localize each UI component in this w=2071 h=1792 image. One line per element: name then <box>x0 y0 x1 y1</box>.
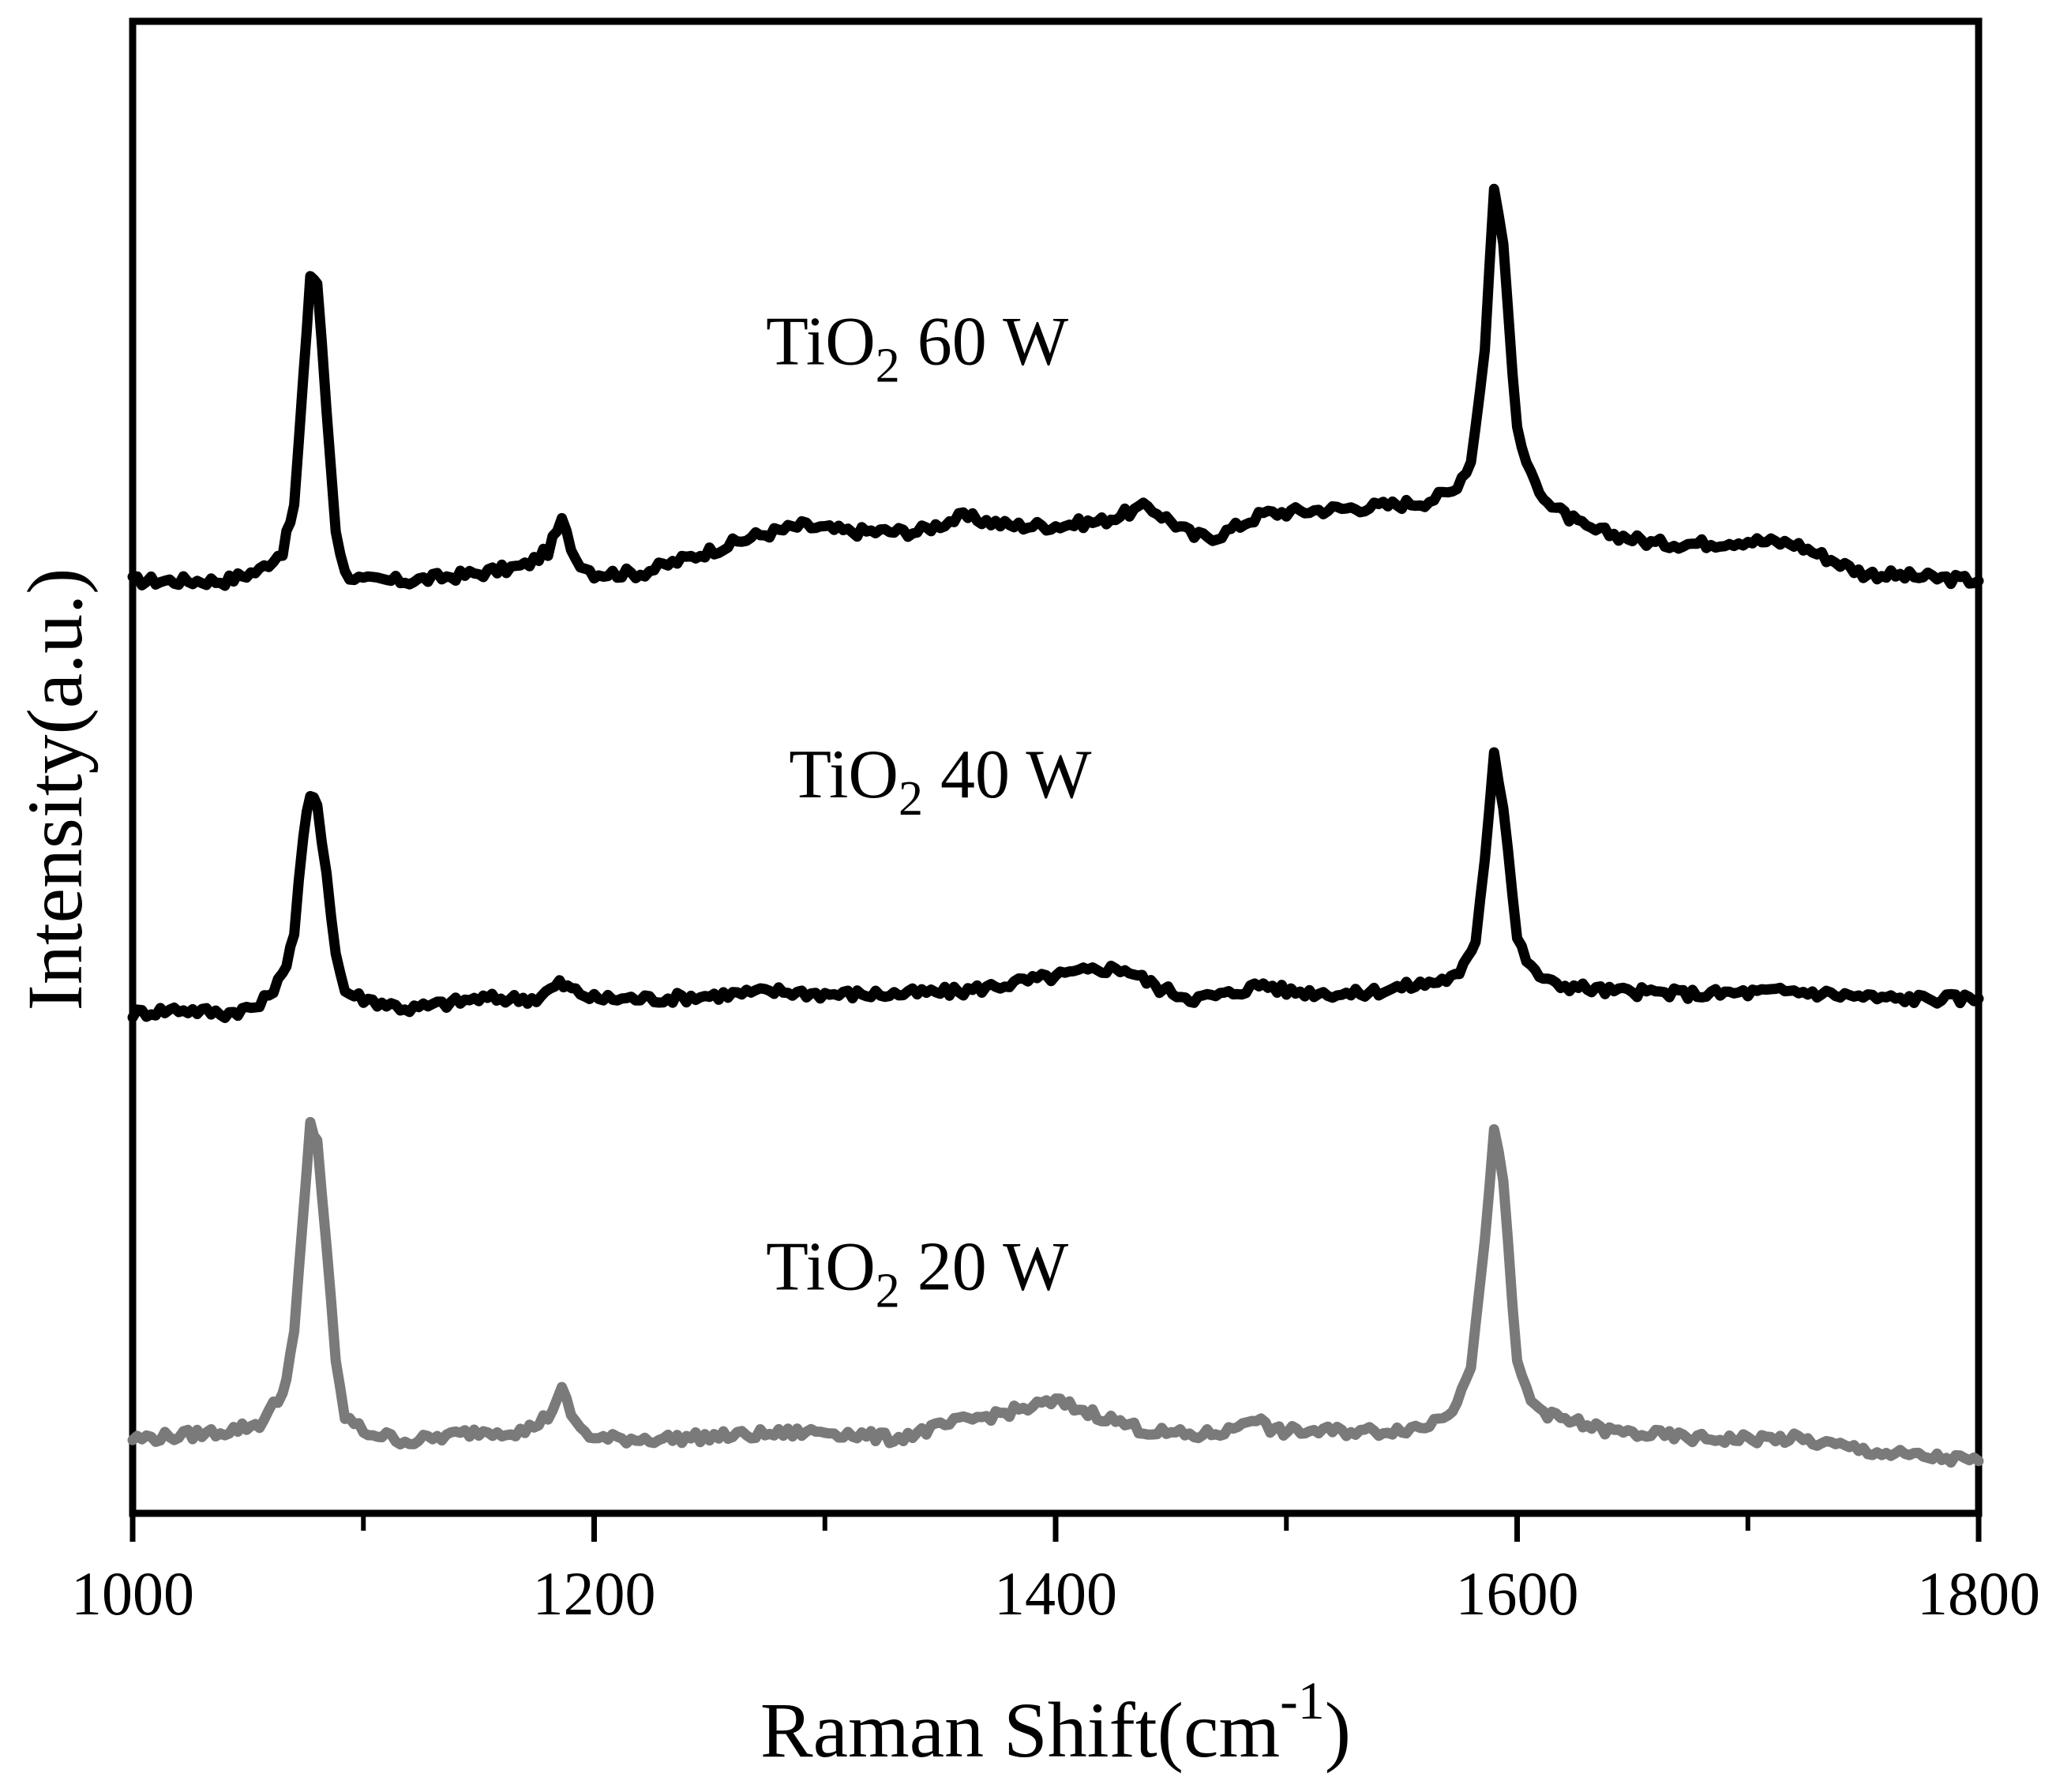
series-line-3 <box>127 1116 1984 1468</box>
y-axis-title: Intensity(a.u.) <box>11 568 99 1011</box>
series-label-1: TiO2 60 W <box>766 304 1068 393</box>
x-tick-label: 1600 <box>1456 1559 1579 1628</box>
series-line-1 <box>127 183 1984 591</box>
x-axis-tick-labels: 1000 1200 1400 1600 1800 <box>71 1559 2040 1628</box>
x-tick-label: 1200 <box>533 1559 656 1628</box>
x-axis-ticks <box>129 1513 1982 1542</box>
spectra-lines <box>127 183 1984 1468</box>
x-tick-label: 1800 <box>1917 1559 2040 1628</box>
x-tick-label: 1000 <box>71 1559 194 1628</box>
series-line-2 <box>127 747 1984 1023</box>
series-label-3: TiO2 20 W <box>766 1229 1068 1318</box>
spectra-labels: TiO2 60 W TiO2 40 W TiO2 20 W <box>766 304 1091 1318</box>
x-axis-title: Raman Shift(cm-1) <box>760 1670 1351 1774</box>
series-label-2: TiO2 40 W <box>789 737 1091 826</box>
x-tick-label: 1400 <box>994 1559 1117 1628</box>
